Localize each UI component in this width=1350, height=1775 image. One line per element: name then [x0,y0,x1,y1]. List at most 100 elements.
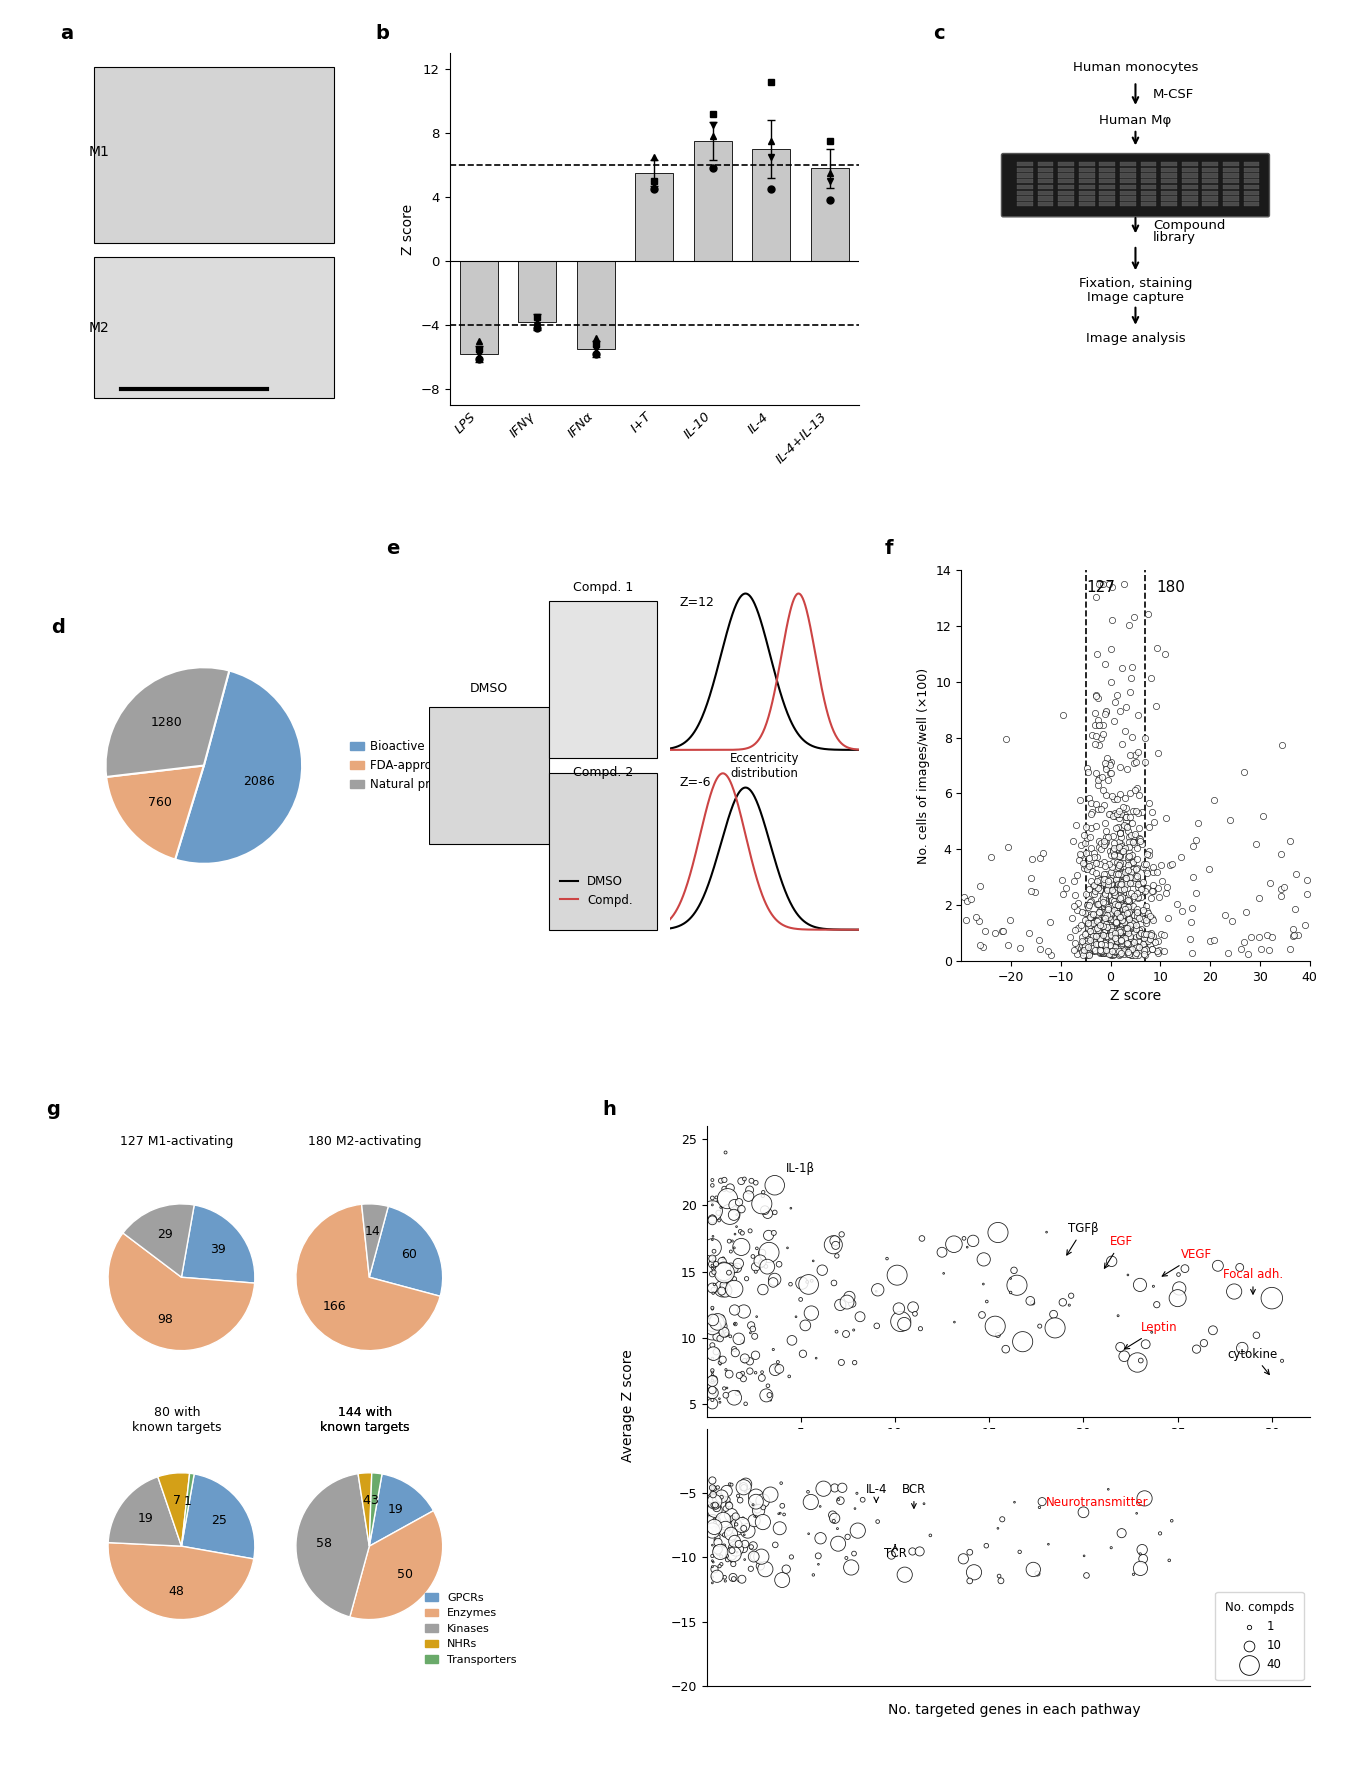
Point [1122,935,1143,964]
Point [1095,930,1116,958]
Point [1100,912,1122,941]
Point [1120,930,1142,958]
Point [1110,912,1131,941]
Point [1108,925,1130,953]
Point [1120,841,1142,870]
Point [1094,895,1115,923]
Point [1071,923,1092,951]
Bar [1141,190,1157,195]
Point [1142,852,1164,880]
Point [1166,889,1188,918]
Point [1087,765,1108,793]
Point [1096,888,1118,916]
Bar [1099,197,1115,201]
Point [1100,923,1122,951]
Point [1107,854,1129,882]
Point [1077,928,1099,957]
Point [1106,873,1127,902]
Point [1119,779,1141,808]
Text: 144 with
known targets: 144 with known targets [320,1406,409,1434]
Bar [429,706,549,843]
Point [1247,884,1269,912]
X-axis label: Z score: Z score [1110,989,1161,1003]
Point [1095,829,1116,857]
Point [1245,829,1266,857]
Point [1111,900,1133,928]
Point [1126,934,1147,962]
Point [1087,866,1108,895]
Point [1083,935,1104,964]
Bar [1038,174,1053,178]
Point [1148,873,1169,902]
Point [1075,905,1096,934]
Point [1110,859,1131,888]
Bar [1243,202,1260,206]
Point [1084,877,1106,905]
Point [1185,825,1207,854]
Point [1080,888,1102,916]
Point [1100,919,1122,948]
Point [1091,829,1112,857]
Point [1115,928,1137,957]
Point [1130,875,1152,903]
Point [1119,863,1141,891]
Bar [1058,197,1075,201]
Bar [1017,179,1033,183]
Point [1085,905,1107,934]
Bar [1141,202,1157,206]
Point [1071,841,1092,870]
Point [1061,903,1083,932]
Point [1106,875,1127,903]
Point [1079,822,1100,850]
Point [1149,882,1170,911]
Point [1095,886,1116,914]
Point [1079,925,1100,953]
Text: 144 with
known targets: 144 with known targets [320,1406,409,1434]
Point [973,916,995,944]
Point [1142,935,1164,964]
Point [1081,880,1103,909]
Point [1100,918,1122,946]
Point [1096,935,1118,964]
Bar [460,261,498,353]
Point [1115,802,1137,831]
Point [1085,930,1107,958]
Bar [1181,197,1197,201]
Point [1118,886,1139,914]
Point [1075,919,1096,948]
Point [1118,832,1139,861]
Bar [1058,179,1075,183]
Point [1119,678,1141,706]
Point [1250,935,1272,964]
Point [1084,712,1106,740]
Bar [1120,202,1135,206]
Bar [1161,202,1177,206]
Point [1129,813,1150,841]
Point [1131,896,1153,925]
Point [1100,667,1122,696]
Point [1103,877,1125,905]
Point [1118,900,1139,928]
Point [1095,928,1116,957]
Point [1110,880,1131,909]
Point [1130,870,1152,898]
Point [1104,889,1126,918]
Point [1116,898,1138,927]
Point [1098,870,1119,898]
Point [1103,939,1125,967]
Bar [1181,185,1197,190]
Point [1110,850,1131,879]
Point [1126,900,1147,928]
Point [1085,790,1107,818]
Point [1125,905,1146,934]
Text: Human Mφ: Human Mφ [1099,114,1172,126]
Point [1142,921,1164,950]
Point [1095,781,1116,809]
Point [1116,843,1138,872]
Point [1096,935,1118,964]
Point [1112,873,1134,902]
Point [1095,930,1116,958]
Point [1111,886,1133,914]
Point [1115,870,1137,898]
Point [1115,925,1137,953]
